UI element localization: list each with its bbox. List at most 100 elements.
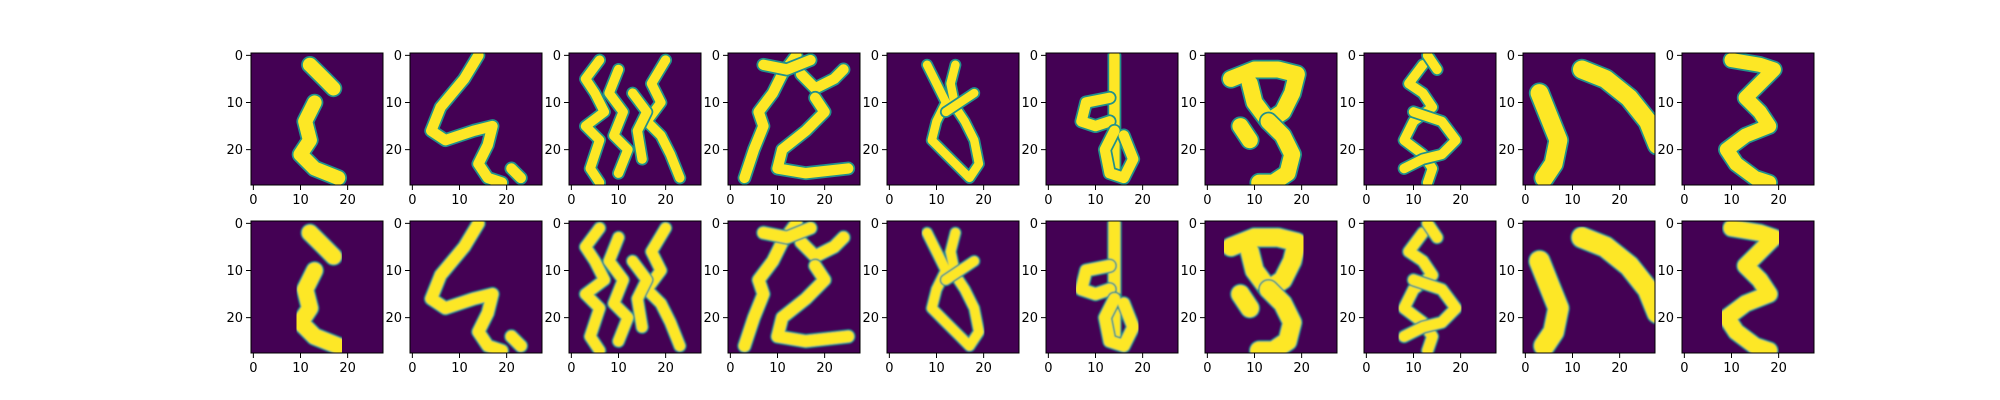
x-tick-label: 0 <box>885 193 893 208</box>
glyph-stroke <box>293 95 346 185</box>
image-panel-r1-c10: 0 10 20 0 10 20 <box>1657 49 1815 208</box>
y-tick-label: 10 <box>226 96 243 111</box>
y-tick-label: 0 <box>712 217 720 232</box>
axes-frame <box>1204 52 1338 186</box>
x-tick-label: 20 <box>657 193 674 208</box>
image-panel-r2-c5: 0 10 20 0 10 20 <box>862 217 1020 376</box>
y-tick-label: 20 <box>544 143 561 158</box>
y-tick-label: 20 <box>703 143 720 158</box>
y-tick-label: 0 <box>1348 217 1356 232</box>
axes-frame <box>250 52 384 186</box>
glyph-stroke <box>302 57 341 96</box>
x-tick-label: 0 <box>1044 193 1052 208</box>
glyph-stroke <box>1222 61 1305 130</box>
image-panel-r1-c1: 0 10 20 0 10 20 <box>226 49 384 208</box>
y-tick-label: 10 <box>703 96 720 111</box>
y-tick-label: 10 <box>1021 96 1038 111</box>
glyph-stroke <box>505 330 527 352</box>
image-panel-r1-c5: 0 10 20 0 10 20 <box>862 49 1020 208</box>
glyph-stroke <box>1076 92 1115 132</box>
glyph-stroke <box>426 53 508 185</box>
glyph-stroke <box>1719 53 1781 185</box>
image-panel-r2-c8: 0 10 20 0 10 20 <box>1339 217 1497 376</box>
y-tick-label: 20 <box>1021 311 1038 326</box>
x-tick-label: 10 <box>610 361 627 376</box>
x-tick-label: 10 <box>769 361 786 376</box>
axes-frame <box>1204 220 1338 354</box>
glyph-stroke <box>1075 260 1116 300</box>
x-tick-label: 0 <box>567 361 575 376</box>
image-panel-r2-c10: 0 10 20 0 10 20 <box>1657 217 1815 376</box>
x-tick-label: 10 <box>1564 193 1581 208</box>
y-tick-label: 10 <box>1021 264 1038 279</box>
x-tick-label: 20 <box>975 361 992 376</box>
x-tick-label: 10 <box>610 193 627 208</box>
x-tick-label: 10 <box>1087 361 1104 376</box>
x-tick-label: 10 <box>928 193 945 208</box>
x-tick-label: 20 <box>1770 193 1787 208</box>
x-tick-label: 0 <box>249 193 257 208</box>
y-tick-label: 20 <box>1180 311 1197 326</box>
y-tick-label: 10 <box>1657 264 1674 279</box>
y-tick-label: 20 <box>1498 311 1515 326</box>
y-tick-label: 20 <box>1339 143 1356 158</box>
axes-frame <box>1045 52 1179 186</box>
x-tick-label: 20 <box>975 193 992 208</box>
x-tick-label: 10 <box>1723 361 1740 376</box>
axes-frame <box>1681 52 1815 186</box>
glyph-stroke <box>1422 53 1442 75</box>
y-tick-label: 0 <box>1507 217 1515 232</box>
y-tick-label: 20 <box>1498 143 1515 158</box>
glyph-stroke <box>1719 221 1782 353</box>
y-tick-label: 10 <box>385 264 402 279</box>
x-tick-label: 10 <box>1405 193 1422 208</box>
image-panel-r1-c2: 0 10 20 0 10 20 <box>385 49 543 208</box>
x-tick-label: 10 <box>451 361 468 376</box>
y-tick-label: 0 <box>235 217 243 232</box>
y-tick-label: 20 <box>1180 143 1197 158</box>
glyph-stroke <box>1572 227 1655 323</box>
x-tick-label: 20 <box>339 193 356 208</box>
glyph-stroke <box>1399 107 1461 174</box>
axes-frame <box>727 220 861 354</box>
image-panel-r1-c7: 0 10 20 0 10 20 <box>1180 49 1338 208</box>
axes-frame <box>1363 220 1497 354</box>
y-tick-label: 20 <box>1339 311 1356 326</box>
x-tick-label: 10 <box>292 361 309 376</box>
x-tick-label: 20 <box>498 361 515 376</box>
axes-frame <box>568 220 702 354</box>
y-tick-label: 10 <box>226 264 243 279</box>
x-tick-label: 20 <box>1293 193 1310 208</box>
x-tick-label: 10 <box>769 193 786 208</box>
y-tick-label: 10 <box>1498 264 1515 279</box>
y-tick-label: 20 <box>1657 311 1674 326</box>
glyph-stroke <box>1572 60 1655 154</box>
x-tick-label: 0 <box>1044 361 1052 376</box>
glyph-stroke <box>757 222 817 244</box>
image-panel-r1-c4: 0 10 20 0 10 20 <box>703 49 861 208</box>
x-tick-label: 0 <box>1362 361 1370 376</box>
y-tick-label: 0 <box>1030 217 1038 232</box>
x-tick-label: 0 <box>1521 361 1529 376</box>
glyph-stroke <box>795 231 850 263</box>
y-tick-label: 10 <box>862 96 879 111</box>
x-tick-label: 10 <box>1246 361 1263 376</box>
y-tick-label: 0 <box>1666 49 1674 64</box>
image-panel-r1-c6: 0 10 20 0 10 20 <box>1021 49 1179 208</box>
x-tick-label: 0 <box>1203 361 1211 376</box>
x-tick-label: 10 <box>451 193 468 208</box>
x-tick-label: 20 <box>1452 361 1469 376</box>
x-tick-label: 20 <box>657 361 674 376</box>
image-panel-r2-c6: 0 10 20 0 10 20 <box>1021 217 1179 376</box>
glyph-stroke <box>1231 285 1259 317</box>
image-panel-r2-c2: 0 10 20 0 10 20 <box>385 217 543 376</box>
image-panel-r2-c9: 0 10 20 0 10 20 <box>1498 217 1656 376</box>
y-tick-label: 0 <box>871 49 879 64</box>
x-tick-label: 0 <box>1203 193 1211 208</box>
x-tick-label: 20 <box>816 193 833 208</box>
y-tick-label: 20 <box>1021 143 1038 158</box>
glyph-stroke <box>603 232 634 347</box>
y-tick-label: 0 <box>1507 49 1515 64</box>
y-tick-label: 10 <box>1339 96 1356 111</box>
y-tick-label: 0 <box>553 217 561 232</box>
